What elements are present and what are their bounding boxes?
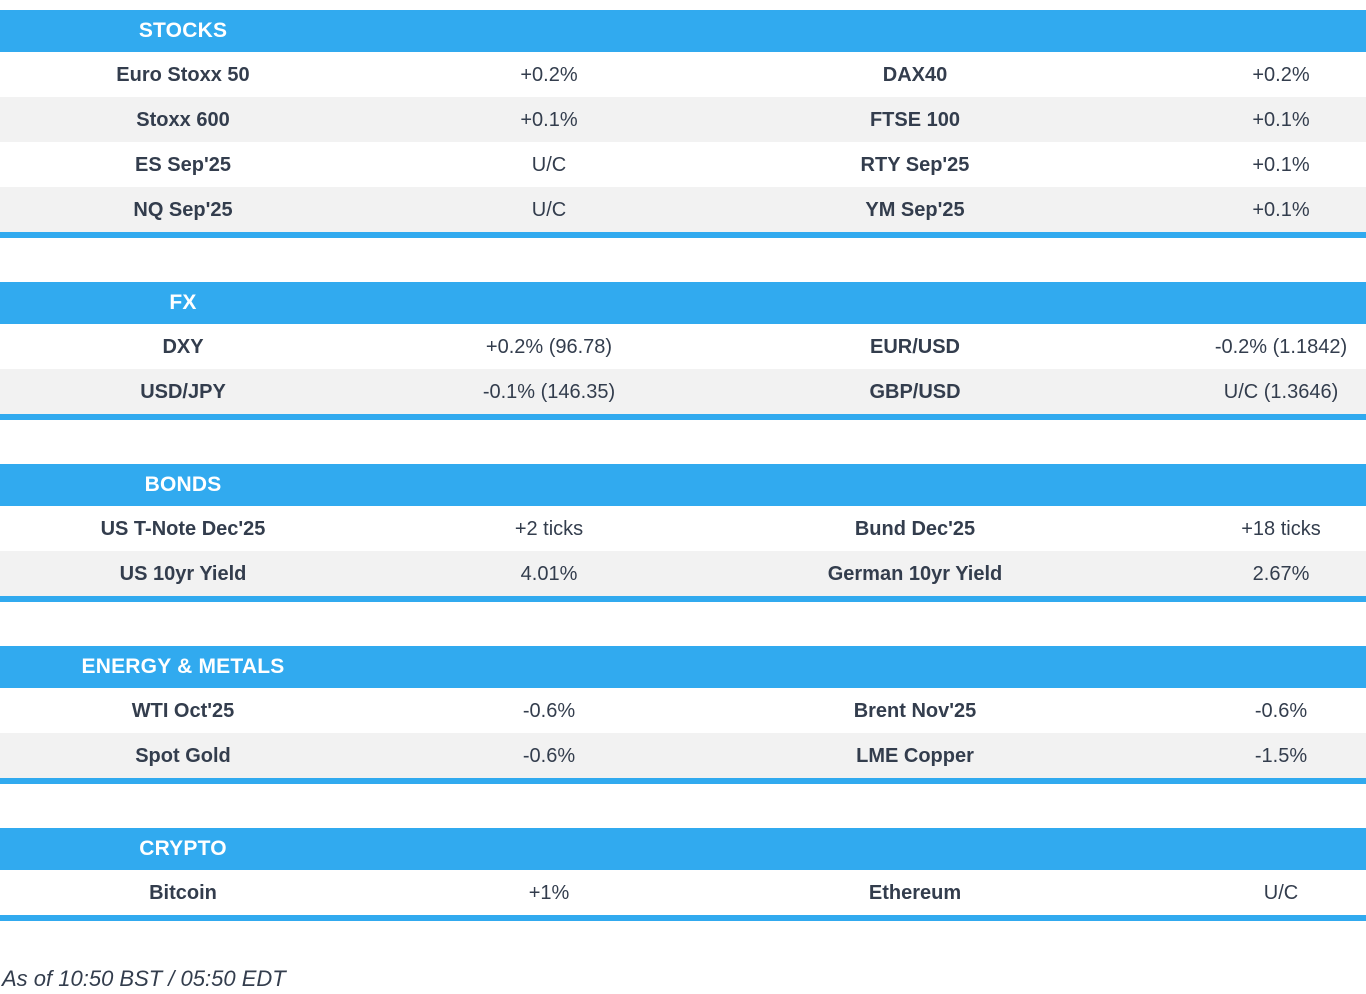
section-crypto: CRYPTO Bitcoin +1% Ethereum U/C bbox=[0, 828, 1366, 921]
instrument-name: EUR/USD bbox=[869, 335, 960, 358]
section-stocks: STOCKS Euro Stoxx 50 +0.2% DAX40 +0.2% S… bbox=[0, 10, 1366, 238]
instrument-change: +0.1% bbox=[1252, 153, 1310, 176]
instrument-name: US 10yr Yield bbox=[119, 562, 247, 585]
table-row: Euro Stoxx 50 +0.2% DAX40 +0.2% bbox=[0, 52, 1366, 97]
instrument-name: Bund Dec'25 bbox=[854, 517, 976, 540]
instrument-name: Stoxx 600 bbox=[136, 108, 230, 131]
instrument-change: +0.2% bbox=[1252, 63, 1310, 86]
section-header: ENERGY & METALS bbox=[0, 646, 1366, 688]
instrument-change: +0.2% (96.78) bbox=[485, 335, 613, 358]
section-header: STOCKS bbox=[0, 10, 1366, 52]
table-row: WTI Oct'25 -0.6% Brent Nov'25 -0.6% bbox=[0, 688, 1366, 733]
instrument-name: Brent Nov'25 bbox=[853, 699, 977, 722]
instrument-name: US T-Note Dec'25 bbox=[100, 517, 266, 540]
section-title: STOCKS bbox=[138, 19, 228, 42]
instrument-name: Spot Gold bbox=[135, 744, 231, 767]
table-row: DXY +0.2% (96.78) EUR/USD -0.2% (1.1842) bbox=[0, 324, 1366, 369]
section-header: FX bbox=[0, 282, 1366, 324]
instrument-name: ES Sep'25 bbox=[135, 153, 231, 176]
instrument-change: -0.6% bbox=[522, 744, 576, 767]
instrument-change: U/C (1.3646) bbox=[1223, 380, 1339, 403]
table-row: Stoxx 600 +0.1% FTSE 100 +0.1% bbox=[0, 97, 1366, 142]
section-bonds: BONDS US T-Note Dec'25 +2 ticks Bund Dec… bbox=[0, 464, 1366, 602]
section-energy-metals: ENERGY & METALS WTI Oct'25 -0.6% Brent N… bbox=[0, 646, 1366, 784]
instrument-name: WTI Oct'25 bbox=[131, 699, 235, 722]
section-title: BONDS bbox=[144, 473, 222, 496]
section-title: CRYPTO bbox=[139, 837, 227, 860]
instrument-change: 4.01% bbox=[520, 562, 578, 585]
table-row: Spot Gold -0.6% LME Copper -1.5% bbox=[0, 733, 1366, 778]
instrument-change: +1% bbox=[528, 881, 570, 904]
instrument-name: YM Sep'25 bbox=[865, 198, 965, 221]
table-row: ES Sep'25 U/C RTY Sep'25 +0.1% bbox=[0, 142, 1366, 187]
instrument-change: 2.67% bbox=[1252, 562, 1310, 585]
instrument-change: +0.1% bbox=[520, 108, 578, 131]
instrument-name: GBP/USD bbox=[869, 380, 961, 403]
instrument-change: -0.6% bbox=[1254, 699, 1308, 722]
table-row: USD/JPY -0.1% (146.35) GBP/USD U/C (1.36… bbox=[0, 369, 1366, 414]
instrument-change: U/C bbox=[1263, 881, 1299, 904]
instrument-name: Bitcoin bbox=[149, 881, 217, 904]
section-divider bbox=[0, 915, 1366, 921]
instrument-change: -0.6% bbox=[522, 699, 576, 722]
section-header: CRYPTO bbox=[0, 828, 1366, 870]
instrument-change: +0.1% bbox=[1252, 198, 1310, 221]
section-divider bbox=[0, 414, 1366, 420]
table-row: US 10yr Yield 4.01% German 10yr Yield 2.… bbox=[0, 551, 1366, 596]
table-row: NQ Sep'25 U/C YM Sep'25 +0.1% bbox=[0, 187, 1366, 232]
instrument-change: +18 ticks bbox=[1241, 517, 1321, 540]
timestamp-note: As of 10:50 BST / 05:50 EDT bbox=[2, 966, 286, 991]
table-row: US T-Note Dec'25 +2 ticks Bund Dec'25 +1… bbox=[0, 506, 1366, 551]
section-title: FX bbox=[169, 291, 197, 314]
instrument-change: -1.5% bbox=[1254, 744, 1308, 767]
instrument-name: NQ Sep'25 bbox=[133, 198, 233, 221]
instrument-name: RTY Sep'25 bbox=[860, 153, 970, 176]
section-divider bbox=[0, 596, 1366, 602]
instrument-change: U/C bbox=[531, 198, 567, 221]
instrument-change: +0.2% bbox=[520, 63, 578, 86]
section-fx: FX DXY +0.2% (96.78) EUR/USD -0.2% (1.18… bbox=[0, 282, 1366, 420]
instrument-change: -0.2% (1.1842) bbox=[1214, 335, 1348, 358]
section-title: ENERGY & METALS bbox=[81, 655, 285, 678]
instrument-name: LME Copper bbox=[856, 744, 974, 767]
instrument-name: USD/JPY bbox=[140, 380, 226, 403]
table-row: Bitcoin +1% Ethereum U/C bbox=[0, 870, 1366, 915]
section-header: BONDS bbox=[0, 464, 1366, 506]
instrument-name: Ethereum bbox=[868, 881, 962, 904]
section-divider bbox=[0, 232, 1366, 238]
instrument-name: German 10yr Yield bbox=[827, 562, 1003, 585]
section-divider bbox=[0, 778, 1366, 784]
instrument-change: +0.1% bbox=[1252, 108, 1310, 131]
instrument-name: DAX40 bbox=[882, 63, 948, 86]
instrument-change: -0.1% (146.35) bbox=[482, 380, 616, 403]
instrument-name: FTSE 100 bbox=[869, 108, 961, 131]
instrument-name: Euro Stoxx 50 bbox=[116, 63, 250, 86]
instrument-change: +2 ticks bbox=[514, 517, 584, 540]
instrument-change: U/C bbox=[531, 153, 567, 176]
instrument-name: DXY bbox=[162, 335, 204, 358]
